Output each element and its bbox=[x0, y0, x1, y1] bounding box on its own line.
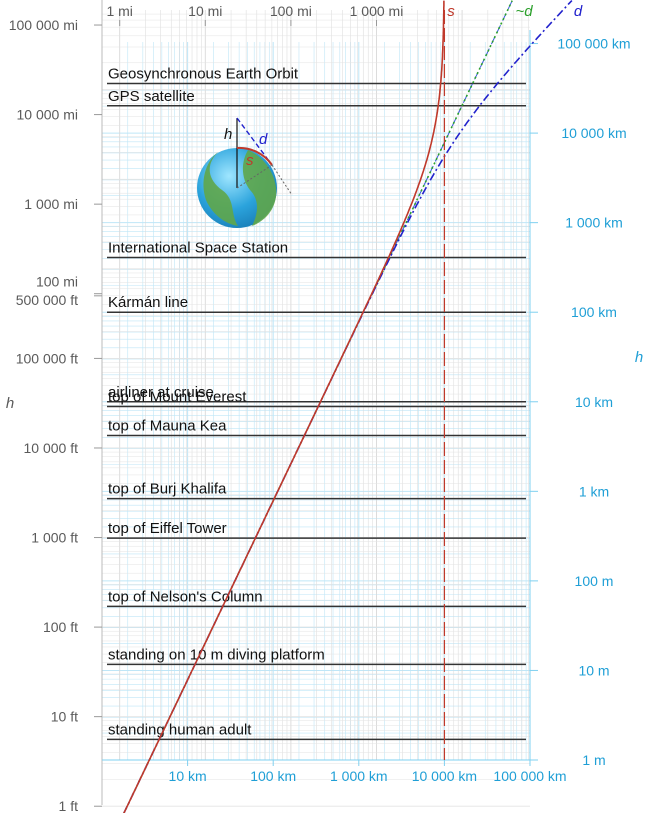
right-tick-label: 10 m bbox=[578, 662, 609, 678]
series-label-approx-d: ~d bbox=[515, 3, 533, 20]
reference-label: top of Burj Khalifa bbox=[108, 481, 227, 498]
inset-d-label: d bbox=[259, 131, 268, 148]
left-tick-label: 100 000 mi bbox=[9, 17, 78, 33]
right-tick-label: 1 km bbox=[579, 483, 609, 499]
reference-label: airliner at cruise bbox=[108, 384, 214, 401]
reference-label: top of Mount Everest bbox=[108, 389, 247, 406]
reference-label: Geosynchronous Earth Orbit bbox=[108, 66, 299, 83]
right-tick-label: 100 000 km bbox=[557, 36, 630, 52]
left-tick-label: 1 000 ft bbox=[31, 530, 78, 546]
inset-s-arc bbox=[236, 146, 273, 166]
reference-label: standing on 10 m diving platform bbox=[108, 646, 325, 663]
imperial-grid bbox=[102, 10, 530, 807]
right-tick-label: 10 km bbox=[575, 394, 613, 410]
reference-label: top of Eiffel Tower bbox=[108, 520, 227, 537]
reference-label: top of Nelson's Column bbox=[108, 588, 263, 605]
left-tick-label: 100 000 ft bbox=[16, 350, 78, 366]
inset-h-label: h bbox=[224, 126, 232, 143]
series-label-s: s bbox=[447, 3, 455, 20]
s-series-line bbox=[122, 0, 445, 815]
top-tick-label: 10 mi bbox=[188, 3, 222, 19]
y-axis-label-left: h bbox=[6, 395, 14, 412]
y-axis-label-right: h bbox=[635, 349, 643, 366]
series-lines: s ~d d bbox=[122, 0, 583, 815]
right-tick-label: 100 km bbox=[571, 304, 617, 320]
tick-labels: 1 mi 10 mi 100 mi 1 000 mi 10 km 100 km 1 000 … bbox=[6, 3, 643, 814]
reference-label: Kármán line bbox=[108, 294, 188, 311]
bottom-tick-label: 100 000 km bbox=[493, 768, 566, 784]
reference-label: top of Mauna Kea bbox=[108, 417, 227, 434]
inset-radius-line bbox=[236, 164, 273, 189]
top-tick-label: 1 000 mi bbox=[350, 3, 404, 19]
series-label-d: d bbox=[574, 3, 583, 20]
inset-s-label: s bbox=[246, 152, 254, 169]
axes bbox=[101, 0, 531, 805]
bottom-tick-label: 1 000 km bbox=[330, 768, 388, 784]
reference-label: GPS satellite bbox=[108, 88, 195, 105]
continent-shape bbox=[203, 152, 238, 226]
bottom-tick-label: 10 km bbox=[169, 768, 207, 784]
left-tick-label: 1 000 mi bbox=[24, 196, 78, 212]
reference-lines: Geosynchronous Earth Orbit GPS satellite I… bbox=[107, 66, 526, 741]
reference-label: International Space Station bbox=[108, 240, 288, 257]
right-tick-label: 1 000 km bbox=[565, 215, 623, 231]
left-tick-label: 500 000 ft bbox=[16, 292, 78, 308]
bottom-tick-label: 10 000 km bbox=[412, 768, 477, 784]
left-tick-label: 10 000 ft bbox=[24, 440, 79, 456]
top-tick-label: 100 mi bbox=[270, 3, 312, 19]
left-tick-label: 1 ft bbox=[59, 798, 79, 813]
reference-label: standing human adult bbox=[108, 721, 252, 738]
earth-inset: h d s bbox=[197, 117, 293, 228]
left-tick-label: 100 ft bbox=[43, 619, 78, 635]
right-tick-label: 100 m bbox=[575, 573, 614, 589]
right-tick-label: 10 000 km bbox=[561, 125, 626, 141]
right-tick-label: 1 m bbox=[582, 752, 605, 768]
left-tick-label: 100 mi bbox=[36, 274, 78, 290]
left-tick-label: 10 000 mi bbox=[17, 107, 78, 123]
top-tick-label: 1 mi bbox=[106, 3, 132, 19]
continent-shape bbox=[242, 150, 277, 226]
left-tick-label: 10 ft bbox=[51, 709, 78, 725]
bottom-tick-label: 100 km bbox=[250, 768, 296, 784]
